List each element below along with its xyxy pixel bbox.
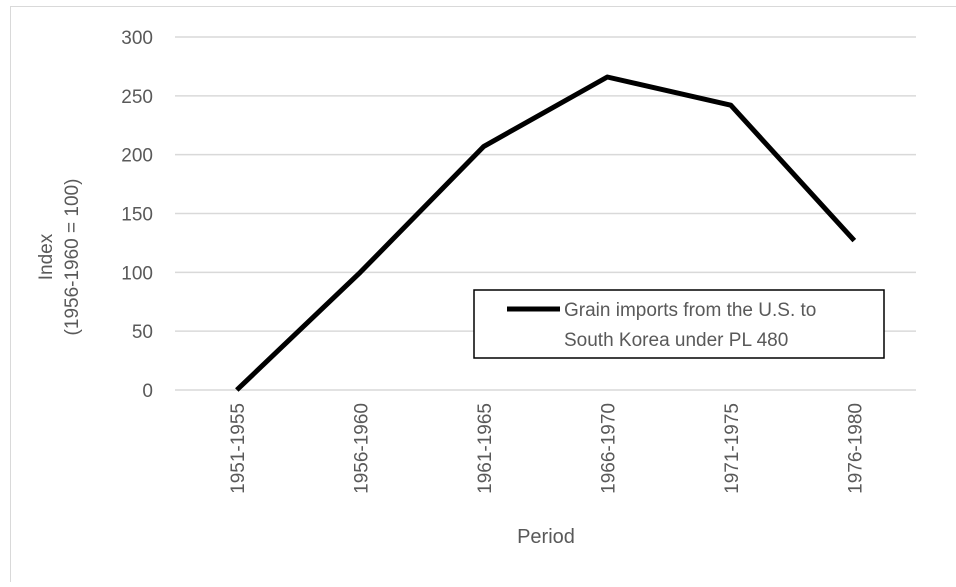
y-tick-label: 250 — [121, 87, 153, 108]
x-tick-label: 1971-1975 — [722, 403, 743, 494]
y-axis-tick-labels: 0 50 100 150 200 250 300 — [121, 28, 153, 402]
y-tick-label: 150 — [121, 205, 153, 226]
x-tick-label: 1956-1960 — [351, 403, 372, 494]
chart-frame-top-border — [10, 6, 956, 7]
x-tick-label: 1976-1980 — [845, 403, 866, 494]
x-tick-label: 1966-1970 — [598, 403, 619, 494]
x-tick-label: 1951-1955 — [228, 403, 249, 494]
legend-label-line-1: Grain imports from the U.S. to — [564, 300, 816, 321]
y-tick-label: 50 — [132, 322, 153, 343]
y-axis-label-line-2: (1956-1960 = 100) — [62, 179, 83, 336]
chart-frame-left-border — [10, 6, 11, 582]
y-axis-label-line-1: Index — [36, 233, 57, 280]
x-axis-label: Period — [517, 526, 575, 548]
x-axis-tick-labels: 1951-1955 1956-1960 1961-1965 1966-1970 1971… — [228, 403, 867, 494]
x-tick-label: 1961-1965 — [475, 403, 496, 494]
y-tick-label: 300 — [121, 28, 153, 49]
legend-label-line-2: South Korea under PL 480 — [564, 330, 788, 351]
y-tick-label: 100 — [121, 263, 153, 284]
y-tick-label: 200 — [121, 146, 153, 167]
y-tick-label: 0 — [142, 381, 153, 402]
legend: Grain imports from the U.S. to South Kor… — [474, 290, 884, 358]
